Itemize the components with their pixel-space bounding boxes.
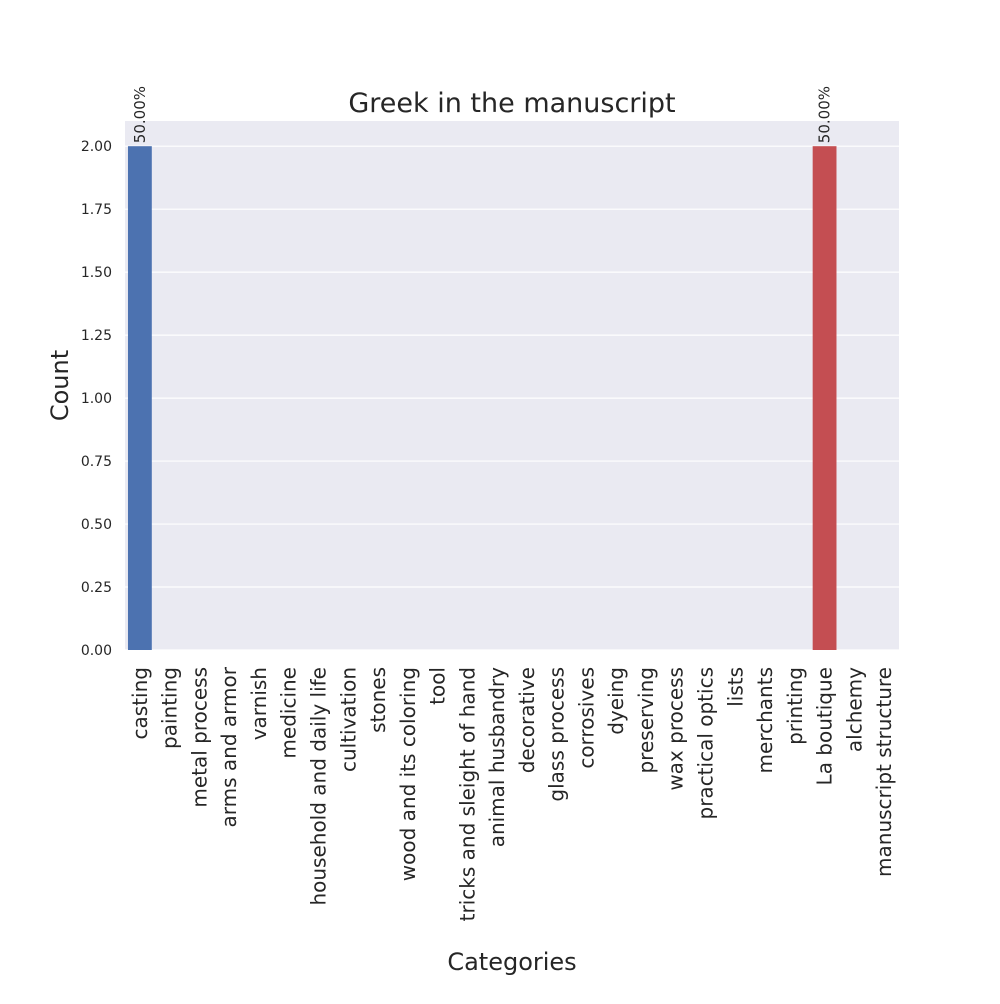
bar-value-label: 50.00% — [816, 86, 834, 143]
x-tick-label: wood and its coloring — [396, 667, 420, 881]
y-tick-label: 2.00 — [81, 139, 112, 155]
x-tick-label: tool — [426, 667, 450, 705]
bar-la-boutique — [812, 146, 837, 650]
y-axis-label: Count — [46, 350, 74, 421]
y-tick-label: 0.75 — [81, 454, 112, 470]
x-tick-label: painting — [158, 667, 182, 749]
x-tick-label: lists — [723, 667, 747, 707]
y-tick-label: 0.50 — [81, 517, 112, 533]
y-tick-label: 1.75 — [81, 202, 112, 218]
x-tick-label: merchants — [753, 667, 777, 773]
y-tick-label: 0.00 — [81, 643, 112, 659]
x-tick-label: dyeing — [604, 667, 628, 735]
x-tick-label: stones — [366, 667, 390, 733]
bar-value-label: 50.00% — [131, 86, 149, 143]
x-tick-label: cultivation — [336, 667, 360, 772]
x-tick-label: manuscript structure — [872, 667, 896, 877]
x-tick-label: practical optics — [694, 667, 718, 819]
x-tick-label: alchemy — [842, 667, 866, 752]
x-tick-label: wax process — [664, 667, 688, 791]
y-tick-label: 0.25 — [81, 580, 112, 596]
bars — [127, 146, 837, 650]
bar-labels: 50.00% 50.00% — [131, 86, 834, 143]
grid-lines — [125, 145, 899, 651]
x-tick-label: metal process — [187, 667, 211, 808]
y-tick-label: 1.50 — [81, 265, 112, 281]
y-tick-label: 1.00 — [81, 391, 112, 407]
x-tick-label: casting — [128, 667, 152, 739]
x-tick-label: corrosives — [574, 667, 598, 769]
y-tick-label: 1.25 — [81, 328, 112, 344]
x-tick-label: tricks and sleight of hand — [455, 667, 479, 921]
x-tick-label: glass process — [545, 667, 569, 802]
y-axis-ticks: 0.00 0.25 0.50 0.75 1.00 1.25 1.50 1.75 2.00 — [81, 139, 112, 659]
x-tick-label: preserving — [634, 667, 658, 774]
x-tick-label: medicine — [277, 667, 301, 759]
x-tick-label: decorative — [515, 667, 539, 773]
x-tick-label: animal husbandry — [485, 667, 509, 847]
bar-casting — [127, 146, 152, 650]
plot-area — [125, 121, 899, 650]
x-axis-ticks: casting painting metal process arms and arm… — [128, 666, 896, 921]
chart-title: Greek in the manuscript — [348, 88, 675, 119]
x-tick-label: printing — [783, 667, 807, 745]
x-tick-label: La boutique — [813, 667, 837, 785]
x-tick-label: varnish — [247, 667, 271, 740]
x-tick-label: arms and armor — [217, 666, 241, 827]
x-axis-label: Categories — [447, 948, 576, 976]
x-tick-label: household and daily life — [307, 667, 331, 906]
